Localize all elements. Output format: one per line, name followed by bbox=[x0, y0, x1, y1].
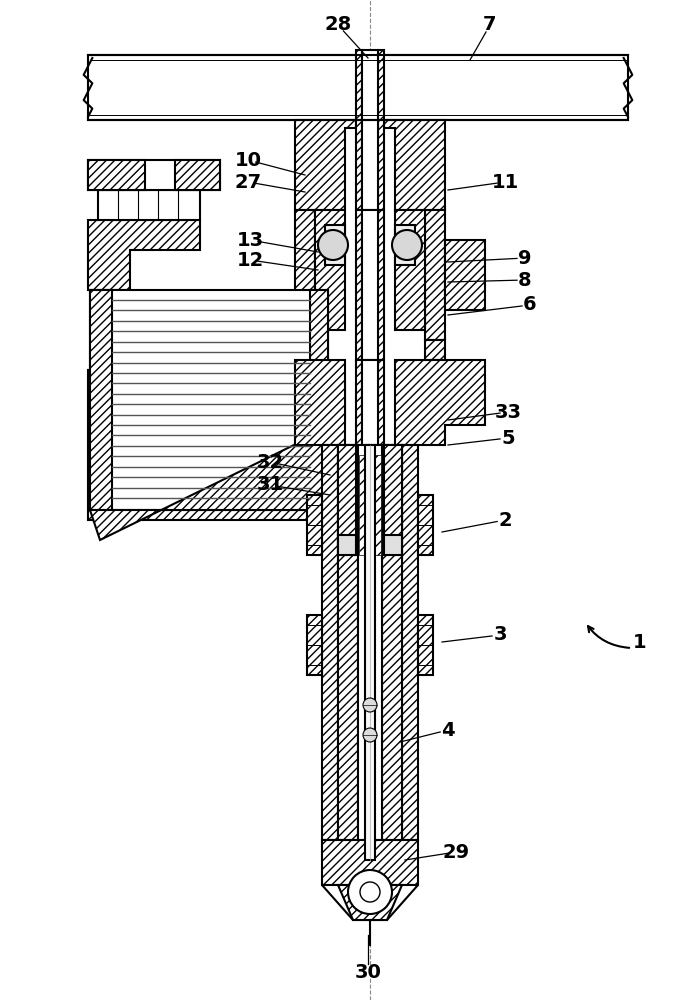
Polygon shape bbox=[362, 210, 378, 360]
Polygon shape bbox=[425, 340, 445, 360]
Polygon shape bbox=[362, 50, 378, 125]
Polygon shape bbox=[310, 290, 328, 490]
Polygon shape bbox=[362, 120, 378, 210]
Circle shape bbox=[318, 230, 348, 260]
Polygon shape bbox=[307, 495, 322, 555]
Polygon shape bbox=[338, 445, 358, 840]
Circle shape bbox=[363, 728, 377, 742]
Text: 27: 27 bbox=[234, 172, 262, 192]
Text: 7: 7 bbox=[484, 15, 496, 34]
Polygon shape bbox=[382, 445, 402, 840]
Polygon shape bbox=[358, 445, 382, 840]
Polygon shape bbox=[384, 445, 395, 510]
Polygon shape bbox=[88, 160, 145, 190]
Polygon shape bbox=[322, 885, 418, 920]
Polygon shape bbox=[384, 120, 445, 210]
Polygon shape bbox=[88, 55, 628, 120]
Polygon shape bbox=[325, 225, 345, 265]
Text: 29: 29 bbox=[443, 842, 470, 861]
Text: 3: 3 bbox=[493, 626, 507, 645]
Text: 4: 4 bbox=[441, 720, 455, 740]
Polygon shape bbox=[359, 455, 381, 555]
Polygon shape bbox=[338, 885, 402, 920]
Polygon shape bbox=[362, 360, 378, 445]
Polygon shape bbox=[338, 535, 356, 555]
Polygon shape bbox=[395, 225, 415, 265]
Polygon shape bbox=[418, 615, 433, 675]
Polygon shape bbox=[356, 210, 362, 360]
Polygon shape bbox=[88, 370, 340, 520]
Polygon shape bbox=[345, 445, 356, 510]
Circle shape bbox=[363, 698, 377, 712]
Circle shape bbox=[360, 882, 380, 902]
Polygon shape bbox=[356, 120, 362, 210]
Text: 9: 9 bbox=[518, 248, 532, 267]
Polygon shape bbox=[90, 290, 112, 510]
Polygon shape bbox=[384, 445, 402, 555]
Polygon shape bbox=[322, 840, 418, 905]
Polygon shape bbox=[88, 160, 220, 190]
Text: 2: 2 bbox=[498, 510, 512, 530]
Polygon shape bbox=[384, 535, 402, 555]
Polygon shape bbox=[307, 615, 322, 675]
Text: 33: 33 bbox=[494, 402, 522, 422]
Text: 30: 30 bbox=[355, 962, 381, 982]
Text: 28: 28 bbox=[324, 15, 351, 34]
Polygon shape bbox=[356, 360, 362, 445]
Polygon shape bbox=[395, 210, 425, 330]
Polygon shape bbox=[295, 120, 356, 210]
Text: 12: 12 bbox=[236, 250, 264, 269]
Polygon shape bbox=[378, 210, 384, 360]
Polygon shape bbox=[402, 445, 418, 840]
Polygon shape bbox=[315, 210, 345, 330]
Text: 1: 1 bbox=[633, 633, 647, 652]
Text: 5: 5 bbox=[501, 428, 515, 448]
Polygon shape bbox=[90, 290, 328, 510]
Polygon shape bbox=[295, 360, 345, 445]
Text: 10: 10 bbox=[234, 150, 262, 169]
Polygon shape bbox=[378, 50, 384, 125]
Text: 32: 32 bbox=[257, 452, 283, 472]
Polygon shape bbox=[425, 210, 445, 340]
Polygon shape bbox=[356, 50, 362, 125]
Text: 11: 11 bbox=[492, 172, 519, 192]
Polygon shape bbox=[90, 380, 345, 540]
Polygon shape bbox=[365, 445, 375, 860]
Text: 8: 8 bbox=[518, 270, 532, 290]
Text: 6: 6 bbox=[523, 296, 537, 314]
Circle shape bbox=[348, 870, 392, 914]
Polygon shape bbox=[418, 495, 433, 555]
Polygon shape bbox=[295, 210, 315, 360]
Polygon shape bbox=[378, 360, 384, 445]
Text: 31: 31 bbox=[257, 476, 283, 494]
Polygon shape bbox=[98, 190, 200, 220]
Polygon shape bbox=[175, 160, 220, 190]
Polygon shape bbox=[395, 360, 485, 445]
Circle shape bbox=[392, 230, 422, 260]
Polygon shape bbox=[338, 445, 356, 555]
Polygon shape bbox=[378, 120, 384, 210]
Polygon shape bbox=[88, 220, 200, 290]
Polygon shape bbox=[322, 445, 338, 840]
Polygon shape bbox=[445, 240, 485, 310]
Text: 13: 13 bbox=[236, 231, 264, 249]
